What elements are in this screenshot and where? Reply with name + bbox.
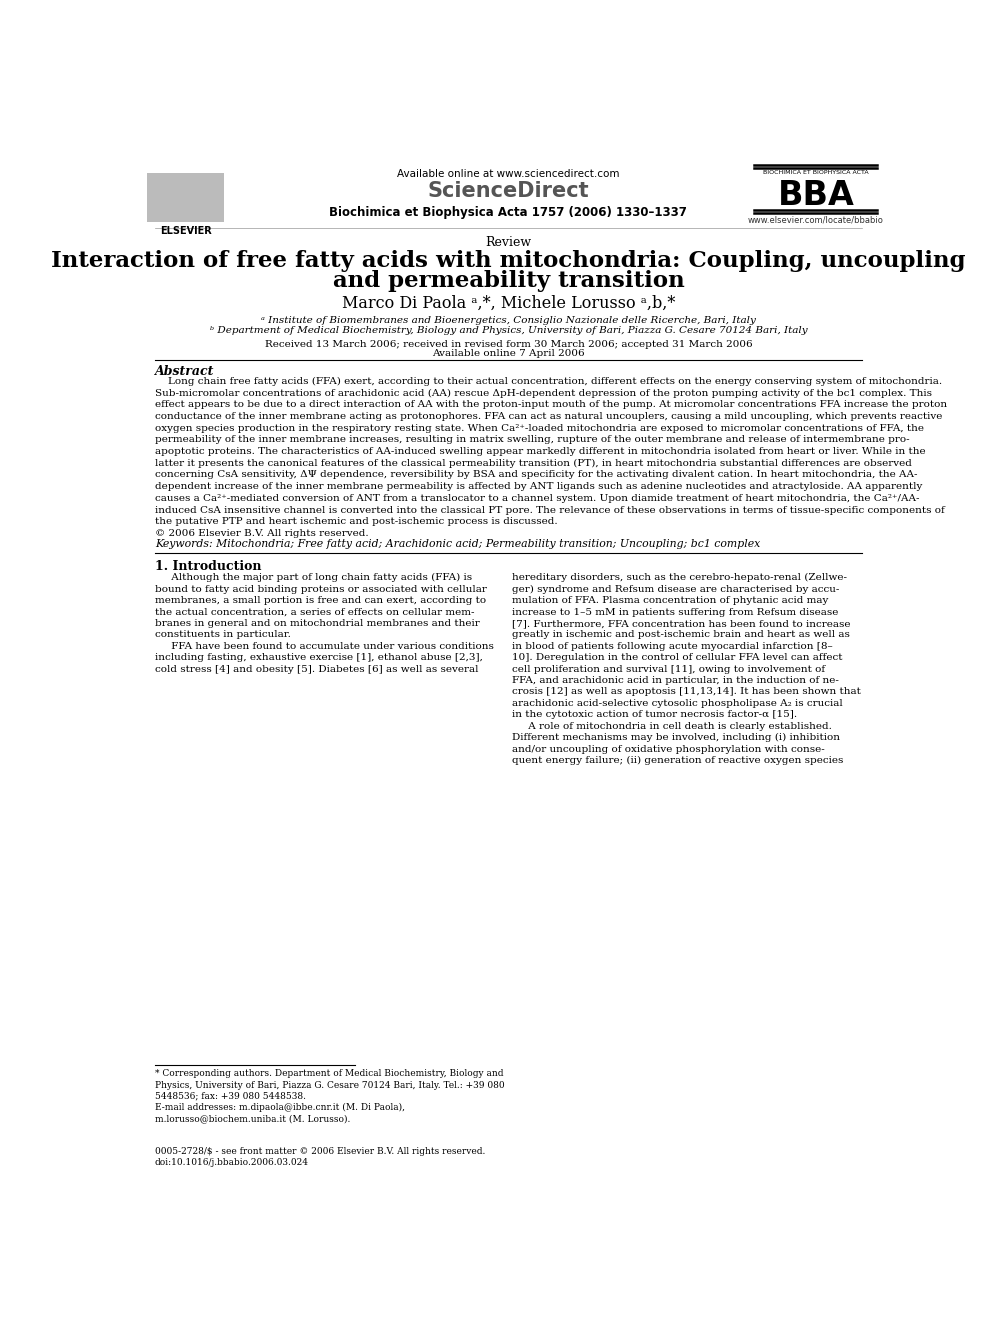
Text: bound to fatty acid binding proteins or associated with cellular: bound to fatty acid binding proteins or …	[155, 585, 487, 594]
Text: constituents in particular.: constituents in particular.	[155, 631, 291, 639]
Text: Available online 7 April 2006: Available online 7 April 2006	[433, 349, 584, 359]
Text: Abstract: Abstract	[155, 365, 214, 377]
Text: ELSEVIER: ELSEVIER	[160, 226, 211, 235]
Text: in blood of patients following acute myocardial infarction [8–: in blood of patients following acute myo…	[512, 642, 833, 651]
Text: Review: Review	[485, 237, 532, 249]
Text: 10]. Deregulation in the control of cellular FFA level can affect: 10]. Deregulation in the control of cell…	[512, 654, 843, 663]
Bar	[147, 173, 224, 222]
Text: mulation of FFA. Plasma concentration of phytanic acid may: mulation of FFA. Plasma concentration of…	[512, 597, 828, 605]
Text: Interaction of free fatty acids with mitochondria: Coupling, uncoupling: Interaction of free fatty acids with mit…	[52, 250, 965, 273]
Text: conductance of the inner membrane acting as protonophores. FFA can act as natura: conductance of the inner membrane acting…	[155, 411, 942, 421]
Text: A role of mitochondria in cell death is clearly established.: A role of mitochondria in cell death is …	[512, 722, 832, 730]
Text: m.lorusso@biochem.uniba.it (M. Lorusso).: m.lorusso@biochem.uniba.it (M. Lorusso).	[155, 1114, 350, 1123]
Text: 5448536; fax: +39 080 5448538.: 5448536; fax: +39 080 5448538.	[155, 1091, 306, 1101]
Text: oxygen species production in the respiratory resting state. When Ca²⁺-loaded mit: oxygen species production in the respira…	[155, 423, 924, 433]
Text: permeability of the inner membrane increases, resulting in matrix swelling, rupt: permeability of the inner membrane incre…	[155, 435, 910, 445]
Text: cell proliferation and survival [11], owing to involvement of: cell proliferation and survival [11], ow…	[512, 664, 825, 673]
Text: cold stress [4] and obesity [5]. Diabetes [6] as well as several: cold stress [4] and obesity [5]. Diabete…	[155, 664, 478, 673]
Text: Marco Di Paola ᵃ,*, Michele Lorusso ᵃ,b,*: Marco Di Paola ᵃ,*, Michele Lorusso ᵃ,b,…	[341, 295, 676, 312]
Text: crosis [12] as well as apoptosis [11,13,14]. It has been shown that: crosis [12] as well as apoptosis [11,13,…	[512, 688, 861, 696]
Text: membranes, a small portion is free and can exert, according to: membranes, a small portion is free and c…	[155, 597, 486, 605]
Text: Sub-micromolar concentrations of arachidonic acid (AA) rescue ΔpH-dependent depr: Sub-micromolar concentrations of arachid…	[155, 389, 931, 398]
Text: FFA have been found to accumulate under various conditions: FFA have been found to accumulate under …	[155, 642, 494, 651]
Text: ᵃ Institute of Biomembranes and Bioenergetics, Consiglio Nazionale delle Ricerch: ᵃ Institute of Biomembranes and Bioenerg…	[261, 316, 756, 324]
Text: ger) syndrome and Refsum disease are characterised by accu-: ger) syndrome and Refsum disease are cha…	[512, 585, 839, 594]
Text: concerning CsA sensitivity, ΔΨ dependence, reversibility by BSA and specificity : concerning CsA sensitivity, ΔΨ dependenc…	[155, 471, 918, 479]
Text: Different mechanisms may be involved, including (i) inhibition: Different mechanisms may be involved, in…	[512, 733, 840, 742]
Text: induced CsA insensitive channel is converted into the classical PT pore. The rel: induced CsA insensitive channel is conve…	[155, 505, 944, 515]
Text: © 2006 Elsevier B.V. All rights reserved.: © 2006 Elsevier B.V. All rights reserved…	[155, 529, 368, 538]
Text: causes a Ca²⁺-mediated conversion of ANT from a translocator to a channel system: causes a Ca²⁺-mediated conversion of ANT…	[155, 493, 920, 503]
Text: 1. Introduction: 1. Introduction	[155, 560, 261, 573]
Text: quent energy failure; (ii) generation of reactive oxygen species: quent energy failure; (ii) generation of…	[512, 755, 843, 765]
Text: ᵇ Department of Medical Biochemistry, Biology and Physics, University of Bari, P: ᵇ Department of Medical Biochemistry, Bi…	[209, 325, 807, 335]
Text: Physics, University of Bari, Piazza G. Cesare 70124 Bari, Italy. Tel.: +39 080: Physics, University of Bari, Piazza G. C…	[155, 1081, 504, 1090]
Text: apoptotic proteins. The characteristics of AA-induced swelling appear markedly d: apoptotic proteins. The characteristics …	[155, 447, 926, 456]
Text: doi:10.1016/j.bbabio.2006.03.024: doi:10.1016/j.bbabio.2006.03.024	[155, 1158, 309, 1167]
Text: 0005-2728/$ - see front matter © 2006 Elsevier B.V. All rights reserved.: 0005-2728/$ - see front matter © 2006 El…	[155, 1147, 485, 1156]
Text: hereditary disorders, such as the cerebro-hepato-renal (Zellwe-: hereditary disorders, such as the cerebr…	[512, 573, 847, 582]
Text: [7]. Furthermore, FFA concentration has been found to increase: [7]. Furthermore, FFA concentration has …	[512, 619, 851, 628]
Text: Biochimica et Biophysica Acta 1757 (2006) 1330–1337: Biochimica et Biophysica Acta 1757 (2006…	[329, 205, 687, 218]
Text: increase to 1–5 mM in patients suffering from Refsum disease: increase to 1–5 mM in patients suffering…	[512, 607, 838, 617]
Text: Although the major part of long chain fatty acids (FFA) is: Although the major part of long chain fa…	[155, 573, 472, 582]
Text: BBA: BBA	[778, 179, 854, 212]
Text: branes in general and on mitochondrial membranes and their: branes in general and on mitochondrial m…	[155, 619, 479, 628]
Text: E-mail addresses: m.dipaola@ibbe.cnr.it (M. Di Paola),: E-mail addresses: m.dipaola@ibbe.cnr.it …	[155, 1103, 405, 1113]
Text: the putative PTP and heart ischemic and post-ischemic process is discussed.: the putative PTP and heart ischemic and …	[155, 517, 558, 527]
Text: including fasting, exhaustive exercise [1], ethanol abuse [2,3],: including fasting, exhaustive exercise […	[155, 654, 483, 663]
Text: latter it presents the canonical features of the classical permeability transiti: latter it presents the canonical feature…	[155, 459, 912, 468]
Text: dependent increase of the inner membrane permeability is affected by ANT ligands: dependent increase of the inner membrane…	[155, 482, 923, 491]
Text: arachidonic acid-selective cytosolic phospholipase A₂ is crucial: arachidonic acid-selective cytosolic pho…	[512, 699, 843, 708]
Text: Available online at www.sciencedirect.com: Available online at www.sciencedirect.co…	[397, 169, 620, 179]
Text: effect appears to be due to a direct interaction of AA with the proton-input mou: effect appears to be due to a direct int…	[155, 400, 947, 409]
Text: FFA, and arachidonic acid in particular, in the induction of ne-: FFA, and arachidonic acid in particular,…	[512, 676, 839, 685]
Text: Long chain free fatty acids (FFA) exert, according to their actual concentration: Long chain free fatty acids (FFA) exert,…	[155, 377, 941, 386]
Text: Keywords: Mitochondria; Free fatty acid; Arachidonic acid; Permeability transiti: Keywords: Mitochondria; Free fatty acid;…	[155, 538, 760, 549]
Text: in the cytotoxic action of tumor necrosis factor-α [15].: in the cytotoxic action of tumor necrosi…	[512, 710, 798, 720]
Text: and/or uncoupling of oxidative phosphorylation with conse-: and/or uncoupling of oxidative phosphory…	[512, 745, 825, 754]
Text: the actual concentration, a series of effects on cellular mem-: the actual concentration, a series of ef…	[155, 607, 474, 617]
Text: and permeability transition: and permeability transition	[332, 270, 684, 292]
Text: * Corresponding authors. Department of Medical Biochemistry, Biology and: * Corresponding authors. Department of M…	[155, 1069, 503, 1078]
Text: ScienceDirect: ScienceDirect	[428, 181, 589, 201]
Text: www.elsevier.com/locate/bbabio: www.elsevier.com/locate/bbabio	[748, 216, 884, 225]
Text: Received 13 March 2006; received in revised form 30 March 2006; accepted 31 Marc: Received 13 March 2006; received in revi…	[265, 340, 752, 349]
Text: BIOCHIMICA ET BIOPHYSICA ACTA: BIOCHIMICA ET BIOPHYSICA ACTA	[763, 169, 869, 175]
Text: greatly in ischemic and post-ischemic brain and heart as well as: greatly in ischemic and post-ischemic br…	[512, 631, 850, 639]
